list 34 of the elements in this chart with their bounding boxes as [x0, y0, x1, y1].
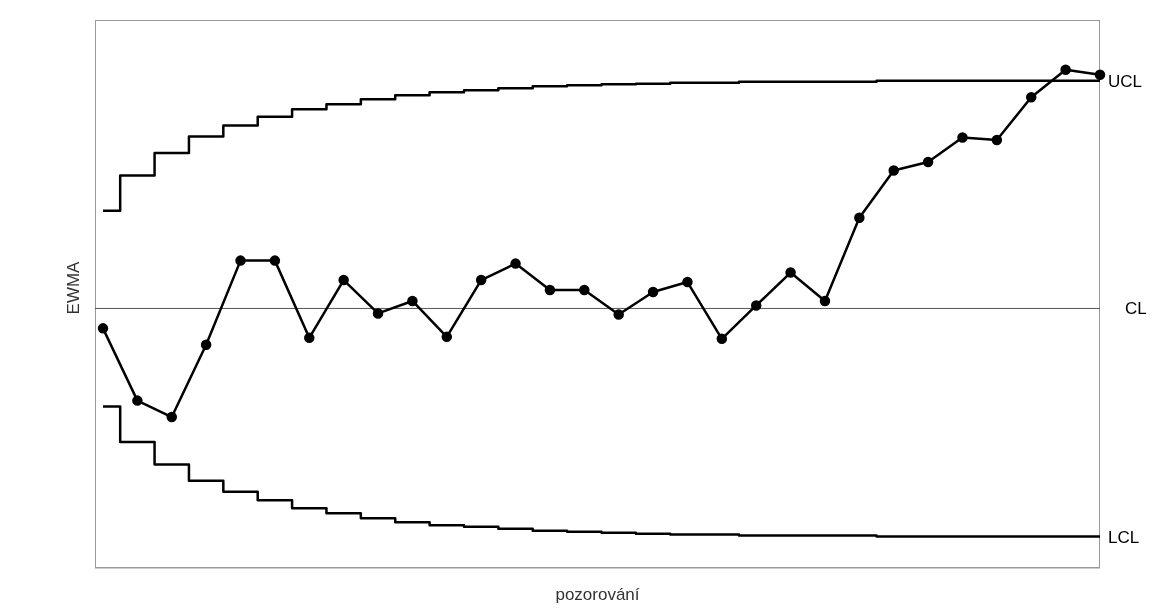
point: [750, 300, 762, 311]
point: [922, 156, 934, 168]
point: [200, 339, 212, 351]
point: [475, 274, 487, 286]
point: [819, 295, 831, 307]
point: [854, 212, 865, 224]
x-axis-title: pozorování: [555, 585, 640, 604]
point: [785, 267, 796, 278]
point: [544, 284, 556, 296]
point: [97, 323, 109, 334]
series-label: LCL: [1108, 527, 1140, 547]
point: [647, 286, 659, 298]
point: [579, 284, 590, 296]
point: [1094, 69, 1106, 81]
point: [716, 333, 728, 345]
point: [1025, 91, 1037, 103]
point: [235, 255, 246, 266]
point: [888, 165, 899, 176]
point: [957, 132, 968, 143]
point: [132, 395, 143, 406]
point: [991, 134, 1003, 146]
point: [682, 276, 693, 288]
point: [166, 411, 178, 423]
point: [407, 295, 418, 307]
point: [613, 309, 624, 320]
point: [338, 274, 349, 286]
y-axis-title: EWMA: [64, 261, 85, 315]
point: [372, 308, 384, 319]
series-label: UCL: [1108, 71, 1143, 91]
point: [510, 258, 521, 269]
point: [441, 331, 453, 343]
point: [304, 332, 315, 344]
point: [269, 255, 281, 266]
ref-line-label: CL: [1125, 299, 1147, 319]
